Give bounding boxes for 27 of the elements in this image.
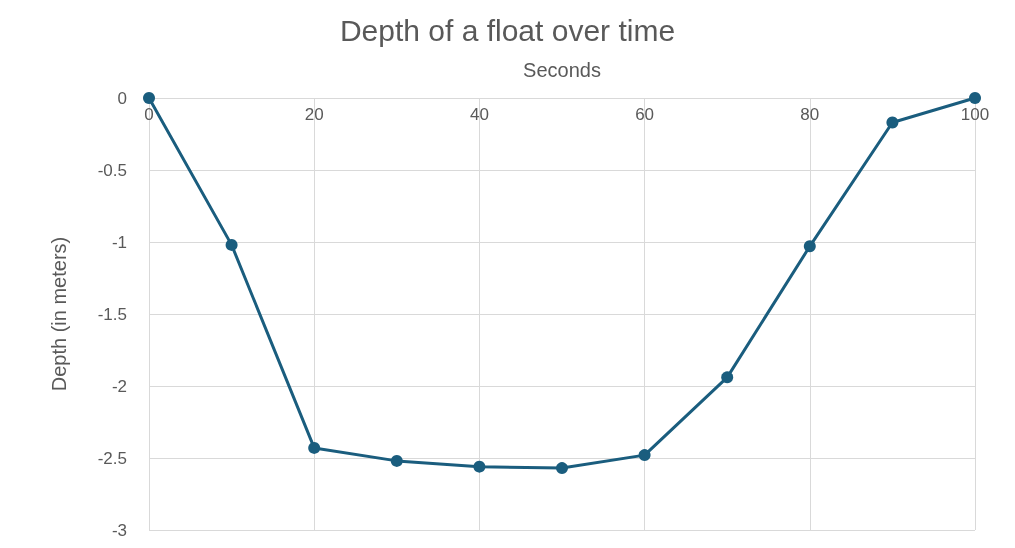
x-tick-label: 80 [800, 105, 820, 124]
chart-title: Depth of a float over time [339, 13, 676, 47]
y-tick-label: -3 [111, 520, 127, 540]
y-tick-label: -1.5 [97, 304, 127, 324]
point [473, 460, 486, 473]
y-tick-label: 0 [117, 88, 127, 108]
x-tick-label: 100 [960, 105, 990, 124]
y-tick-label: -0.5 [97, 160, 127, 180]
point [390, 454, 403, 467]
point [803, 240, 816, 253]
point [721, 371, 734, 384]
y-tick-label: -2 [111, 376, 127, 396]
y-axis-title: Depth (in meters) [48, 236, 70, 392]
x-tick-label: 20 [304, 105, 324, 124]
x-axis-title: Seconds [523, 59, 601, 81]
x-tick-label: 60 [635, 105, 655, 124]
point [143, 92, 155, 104]
x-tick-label: 0 [144, 105, 154, 124]
point [225, 238, 238, 251]
point [556, 462, 568, 475]
point [886, 116, 899, 129]
y-tick-label: -1 [111, 232, 127, 252]
x-tick-label: 40 [469, 105, 489, 124]
point [638, 449, 651, 462]
point [308, 441, 321, 454]
y-tick-label: -2.5 [97, 448, 127, 468]
point [969, 92, 981, 104]
